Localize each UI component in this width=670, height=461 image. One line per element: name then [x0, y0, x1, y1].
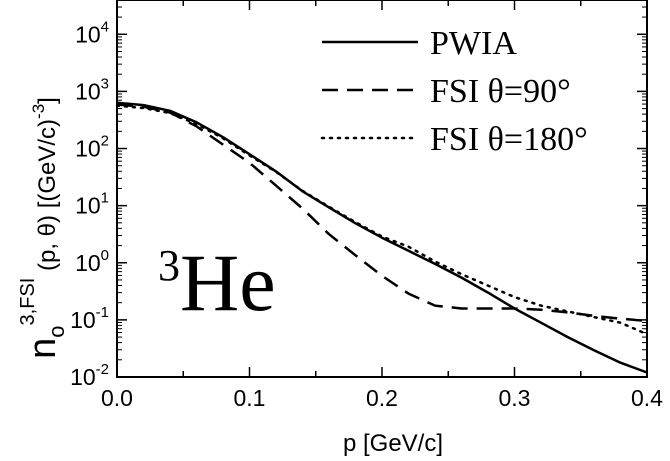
- legend-label-1: FSI θ=90°: [430, 73, 571, 110]
- x-tick-label: 0.3: [499, 385, 531, 411]
- x-tick-label: 0.2: [366, 385, 398, 411]
- y-tick-label: 101: [75, 190, 109, 219]
- y-label-base: n: [22, 338, 64, 359]
- x-tick-label: 0.1: [234, 385, 266, 411]
- legend-label-0: PWIA: [430, 25, 517, 62]
- x-axis-label: p [GeV/c]: [343, 430, 443, 457]
- y-label-superscript: 3,FSI: [17, 278, 39, 326]
- series-line-2: [115, 104, 649, 336]
- y-tick-label: 10-2: [70, 361, 109, 390]
- y-tick-label: 102: [75, 133, 109, 162]
- annotation-superscript: 3: [158, 241, 180, 290]
- series-line-0: [116, 101, 648, 374]
- annotation-text: He: [180, 237, 276, 328]
- series-group: [115, 101, 649, 374]
- y-tick-label: 104: [75, 18, 109, 47]
- x-tick-label: 0.0: [101, 385, 133, 411]
- legend: PWIA FSI θ=90° FSI θ=180°: [320, 25, 588, 158]
- y-label-close: ]: [34, 97, 61, 104]
- legend-label-2: FSI θ=180°: [430, 121, 588, 158]
- y-label-exponent: -3: [29, 104, 48, 119]
- y-tick-label: 103: [75, 75, 109, 104]
- y-axis-label: no 3,FSI (p, θ) [(GeV/c)-3]: [17, 97, 69, 359]
- y-label-rest: (p, θ) [(GeV/c): [34, 119, 61, 278]
- y-label-subscript: o: [44, 325, 69, 337]
- nucleus-annotation: 3He: [158, 237, 276, 328]
- y-tick-label: 10-1: [70, 304, 109, 333]
- series-line-1: [116, 103, 648, 323]
- x-tick-label: 0.4: [631, 385, 663, 411]
- y-tick-label: 100: [75, 247, 109, 276]
- axes: 0.0 0.1 0.2 0.3 0.4 10-2 10-1 100 101 102 103 104: [70, 0, 663, 411]
